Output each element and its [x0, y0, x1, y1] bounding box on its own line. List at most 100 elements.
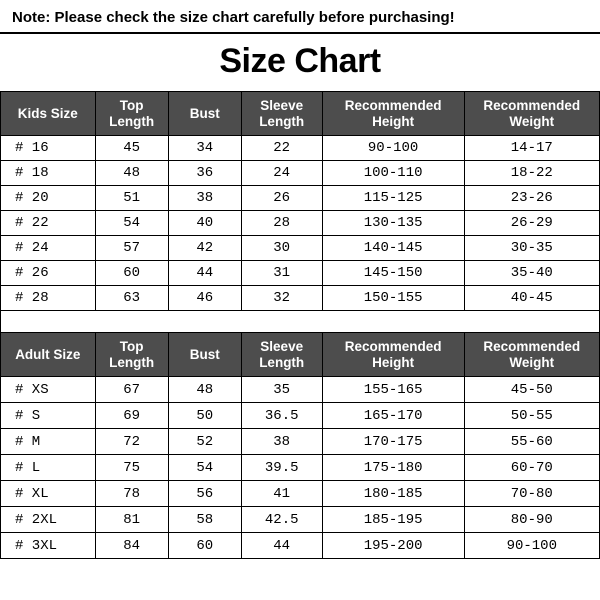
table-cell: 39.5 [241, 455, 322, 481]
table-cell: # 22 [1, 211, 96, 236]
table-cell: 31 [241, 261, 322, 286]
table-cell: 42.5 [241, 507, 322, 533]
col-rec-weight: Recommended Weight [464, 92, 599, 136]
table-cell: 180-185 [322, 481, 464, 507]
col-rec-height: Recommended Height [322, 92, 464, 136]
col-sleeve-length: Sleeve Length [241, 333, 322, 377]
table-cell: 48 [95, 161, 168, 186]
table-cell: 165-170 [322, 403, 464, 429]
adult-body: # XS674835155-16545-50# S695036.5165-170… [1, 377, 600, 559]
table-cell: 72 [95, 429, 168, 455]
table-cell: 24 [241, 161, 322, 186]
table-cell: 57 [95, 236, 168, 261]
kids-header-row: Kids Size Top Length Bust Sleeve Length … [1, 92, 600, 136]
table-cell: 38 [168, 186, 241, 211]
col-kids-size: Kids Size [1, 92, 96, 136]
table-row: # 2XL815842.5185-19580-90 [1, 507, 600, 533]
col-sleeve-length: Sleeve Length [241, 92, 322, 136]
table-cell: 30-35 [464, 236, 599, 261]
table-cell: 45-50 [464, 377, 599, 403]
table-cell: 46 [168, 286, 241, 311]
table-cell: 185-195 [322, 507, 464, 533]
table-cell: 155-165 [322, 377, 464, 403]
table-cell: # M [1, 429, 96, 455]
table-cell: 30 [241, 236, 322, 261]
table-cell: 35 [241, 377, 322, 403]
table-cell: 50-55 [464, 403, 599, 429]
table-cell: 42 [168, 236, 241, 261]
table-row: # 3XL846044195-20090-100 [1, 533, 600, 559]
table-cell: 58 [168, 507, 241, 533]
size-chart-table: Kids Size Top Length Bust Sleeve Length … [0, 91, 600, 559]
table-cell: 63 [95, 286, 168, 311]
col-bust: Bust [168, 92, 241, 136]
table-cell: 54 [168, 455, 241, 481]
table-cell: 60 [168, 533, 241, 559]
table-row: # M725238170-17555-60 [1, 429, 600, 455]
table-cell: # 16 [1, 136, 96, 161]
table-cell: 35-40 [464, 261, 599, 286]
table-cell: 22 [241, 136, 322, 161]
table-cell: 51 [95, 186, 168, 211]
table-cell: # 26 [1, 261, 96, 286]
table-cell: 23-26 [464, 186, 599, 211]
table-cell: 40-45 [464, 286, 599, 311]
table-cell: # L [1, 455, 96, 481]
table-cell: 52 [168, 429, 241, 455]
separator-row [1, 311, 600, 333]
table-cell: 90-100 [322, 136, 464, 161]
table-cell: # 20 [1, 186, 96, 211]
table-cell: 170-175 [322, 429, 464, 455]
table-cell: # S [1, 403, 96, 429]
table-cell: 26-29 [464, 211, 599, 236]
table-row: # 28634632150-15540-45 [1, 286, 600, 311]
table-cell: 18-22 [464, 161, 599, 186]
table-row: # 24574230140-14530-35 [1, 236, 600, 261]
table-cell: 44 [241, 533, 322, 559]
table-cell: 195-200 [322, 533, 464, 559]
table-cell: 48 [168, 377, 241, 403]
table-cell: 60-70 [464, 455, 599, 481]
col-rec-height: Recommended Height [322, 333, 464, 377]
table-cell: 28 [241, 211, 322, 236]
table-cell: 90-100 [464, 533, 599, 559]
col-top-length: Top Length [95, 92, 168, 136]
table-cell: 70-80 [464, 481, 599, 507]
table-cell: 175-180 [322, 455, 464, 481]
col-bust: Bust [168, 333, 241, 377]
table-cell: 40 [168, 211, 241, 236]
table-cell: 130-135 [322, 211, 464, 236]
table-row: # 18483624100-11018-22 [1, 161, 600, 186]
kids-body: # 1645342290-10014-17# 18483624100-11018… [1, 136, 600, 311]
table-cell: 100-110 [322, 161, 464, 186]
table-cell: 80-90 [464, 507, 599, 533]
table-cell: 36.5 [241, 403, 322, 429]
table-cell: # 2XL [1, 507, 96, 533]
table-cell: 67 [95, 377, 168, 403]
table-cell: 38 [241, 429, 322, 455]
adult-header-row: Adult Size Top Length Bust Sleeve Length… [1, 333, 600, 377]
table-cell: # XS [1, 377, 96, 403]
table-cell: 115-125 [322, 186, 464, 211]
table-cell: 36 [168, 161, 241, 186]
table-cell: # 24 [1, 236, 96, 261]
table-cell: 41 [241, 481, 322, 507]
table-cell: 54 [95, 211, 168, 236]
table-cell: 34 [168, 136, 241, 161]
table-cell: 140-145 [322, 236, 464, 261]
table-cell: # 28 [1, 286, 96, 311]
table-cell: 45 [95, 136, 168, 161]
table-cell: 78 [95, 481, 168, 507]
table-cell: # 3XL [1, 533, 96, 559]
col-top-length: Top Length [95, 333, 168, 377]
note-text: Note: Please check the size chart carefu… [0, 0, 600, 32]
table-cell: 81 [95, 507, 168, 533]
table-cell: 75 [95, 455, 168, 481]
page-title: Size Chart [0, 32, 600, 91]
table-cell: 56 [168, 481, 241, 507]
col-rec-weight: Recommended Weight [464, 333, 599, 377]
table-row: # 1645342290-10014-17 [1, 136, 600, 161]
table-row: # S695036.5165-17050-55 [1, 403, 600, 429]
table-cell: 69 [95, 403, 168, 429]
table-cell: # 18 [1, 161, 96, 186]
